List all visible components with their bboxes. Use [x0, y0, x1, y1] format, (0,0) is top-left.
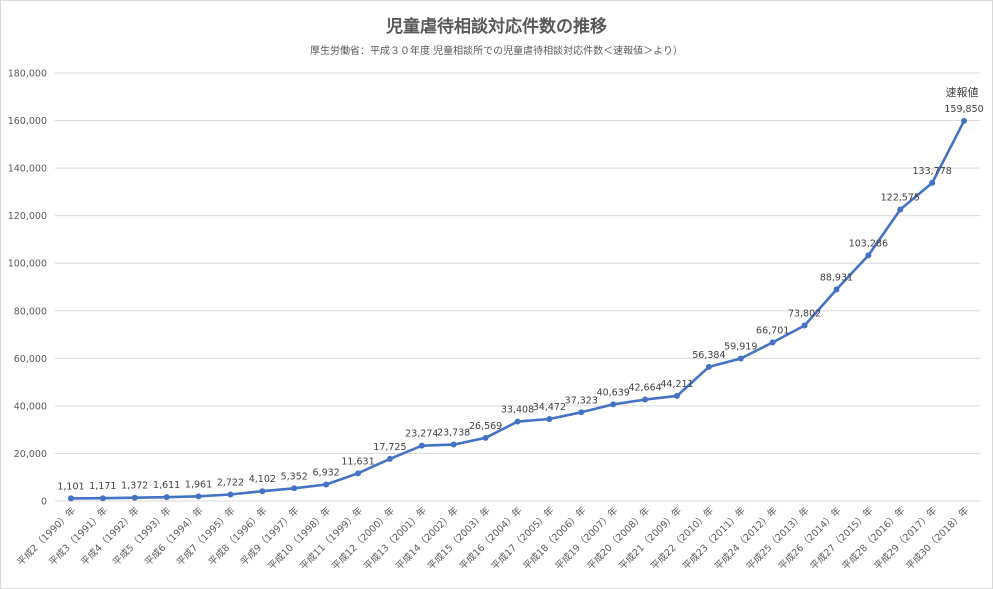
data-point — [673, 392, 680, 399]
data-label: 34,472 — [533, 402, 566, 413]
x-tick-label: 平成3（1991）年 — [47, 504, 111, 568]
y-tick-label: 120,000 — [8, 211, 47, 222]
data-point — [961, 117, 968, 124]
data-point — [897, 206, 904, 213]
data-label: 4,102 — [249, 474, 276, 485]
data-label: 6,932 — [313, 468, 340, 479]
data-point — [801, 322, 808, 329]
data-point — [355, 470, 362, 477]
data-point — [450, 441, 457, 448]
data-label: 42,664 — [628, 383, 661, 394]
data-label: 1,101 — [57, 481, 84, 492]
data-point — [833, 286, 840, 293]
x-tick-label: 平成9（1997）年 — [238, 504, 302, 568]
data-label: 56,384 — [692, 350, 725, 361]
data-label: 103,286 — [849, 238, 888, 249]
y-tick-label: 40,000 — [14, 401, 47, 412]
data-label: 5,352 — [281, 471, 308, 482]
data-point — [546, 416, 553, 423]
data-point — [769, 339, 776, 346]
y-tick-label: 80,000 — [14, 306, 47, 317]
data-point — [227, 491, 234, 498]
x-tick-label: 平成2（1990）年 — [15, 504, 79, 568]
data-label: 1,171 — [89, 481, 116, 492]
x-tick-label: 平成6（1994）年 — [142, 504, 206, 568]
data-point — [195, 493, 202, 500]
data-point — [610, 401, 617, 408]
x-tick-label: 平成8（1996）年 — [206, 504, 270, 568]
data-point — [865, 252, 872, 259]
x-tick-label: 平成7（1995）年 — [174, 504, 238, 568]
data-label: 23,274 — [405, 429, 438, 440]
data-point — [131, 494, 138, 501]
data-label: 23,738 — [437, 428, 470, 439]
y-tick-label: 0 — [41, 497, 47, 508]
data-label: 40,639 — [597, 387, 630, 398]
y-tick-label: 20,000 — [14, 449, 47, 460]
data-point — [514, 418, 521, 425]
data-label: 88,931 — [820, 273, 853, 284]
y-tick-label: 60,000 — [14, 354, 47, 365]
data-label: 44,211 — [660, 379, 693, 390]
data-point — [705, 363, 712, 370]
data-label: 66,701 — [756, 325, 789, 336]
y-tick-label: 100,000 — [8, 259, 47, 270]
data-label: 17,725 — [373, 442, 406, 453]
data-label: 1,611 — [153, 480, 180, 491]
y-tick-label: 140,000 — [8, 164, 47, 175]
data-point — [67, 495, 74, 502]
data-point — [578, 409, 585, 416]
data-point — [482, 434, 489, 441]
chart-title: 児童虐待相談対応件数の推移 — [386, 17, 607, 37]
data-label: 33,408 — [501, 405, 534, 416]
data-point — [291, 485, 298, 492]
data-label: 122,575 — [881, 193, 920, 204]
data-label: 11,631 — [341, 456, 374, 467]
x-tick-label: 平成4（1992）年 — [78, 504, 142, 568]
data-point — [163, 494, 170, 501]
data-label: 133,778 — [913, 166, 952, 177]
data-label: 37,323 — [565, 395, 598, 406]
data-point — [737, 355, 744, 362]
y-tick-label: 160,000 — [8, 116, 47, 127]
data-label: 1,961 — [185, 479, 212, 490]
y-tick-label: 180,000 — [8, 69, 47, 80]
data-label: 73,802 — [788, 309, 821, 320]
x-tick-label: 平成5（1993）年 — [110, 504, 174, 568]
data-point — [642, 396, 649, 403]
chart-subtitle: 厚生労働省：平成３０年度 児童相談所での児童虐待相談対応件数＜速報値＞より） — [310, 46, 683, 57]
data-label: 159,850 — [944, 104, 983, 115]
data-point — [418, 442, 425, 449]
data-label: 59,919 — [724, 342, 757, 353]
series-line — [70, 120, 966, 500]
data-label: 1,372 — [121, 481, 148, 492]
data-point — [386, 455, 393, 462]
data-point — [323, 481, 330, 488]
data-label: 2,722 — [217, 478, 244, 489]
annotation-label: 速報値 — [946, 86, 979, 99]
data-point — [99, 495, 106, 502]
data-label: 26,569 — [469, 421, 502, 432]
data-point — [259, 488, 266, 495]
data-point — [929, 179, 936, 186]
